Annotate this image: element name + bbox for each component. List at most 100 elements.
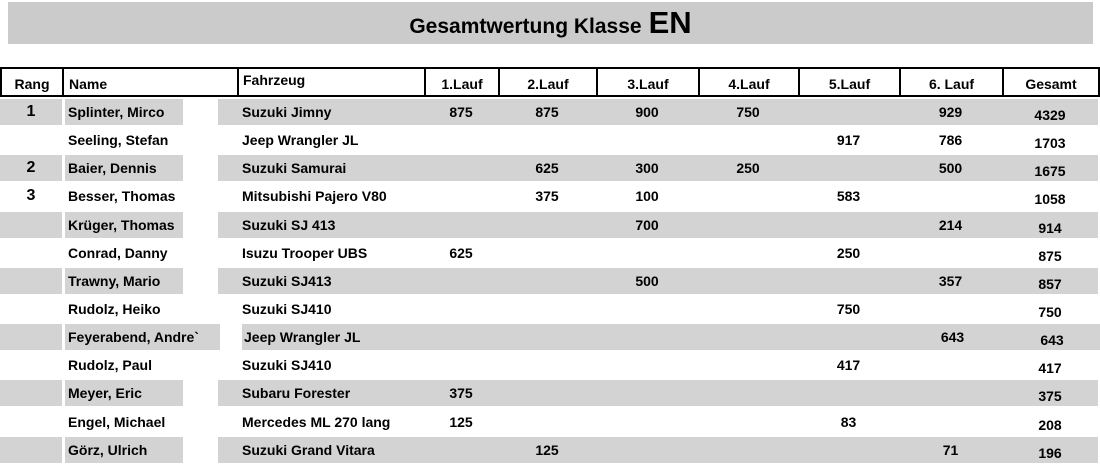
run2-cell xyxy=(500,324,598,350)
name-cell: Baier, Dennis xyxy=(65,155,183,182)
run4-cell xyxy=(698,296,798,322)
run3-cell xyxy=(596,409,698,435)
table-row: 3 Besser, Thomas Mitsubishi Pajero V80 3… xyxy=(0,183,1100,209)
name-cell: Görz, Ulrich xyxy=(65,436,183,463)
table-row: Engel, Michael Mercedes ML 270 lang 125 … xyxy=(0,409,1100,435)
table-row: Rudolz, Heiko Suzuki SJ410 750 750 xyxy=(0,296,1100,322)
vehicle-cell: Isuzu Trooper UBS xyxy=(242,244,368,261)
rank-cell xyxy=(0,240,62,266)
name-cell: Meyer, Eric xyxy=(65,380,183,407)
run4-cell: 750 xyxy=(736,104,760,120)
page-title-class: EN xyxy=(648,5,692,40)
rank-cell xyxy=(0,352,62,378)
run2-cell xyxy=(498,268,596,294)
total-cell: 375 xyxy=(1038,388,1062,405)
run6-cell xyxy=(899,240,1002,266)
run4-cell xyxy=(698,212,798,238)
run1-cell xyxy=(424,212,498,238)
table-row: Feyerabend, Andre` Jeep Wrangler JL 643 … xyxy=(0,324,1100,351)
run5-cell xyxy=(798,268,899,294)
run6-cell: 214 xyxy=(938,216,963,233)
run1-cell: 875 xyxy=(449,104,473,120)
column-header-fahrzeug: Fahrzeug xyxy=(237,67,426,97)
column-gap xyxy=(183,409,218,435)
rank-cell xyxy=(0,380,62,407)
table-row: Conrad, Danny Isuzu Trooper UBS 625 250 … xyxy=(0,240,1100,266)
run2-cell xyxy=(498,212,596,238)
run3-cell xyxy=(596,240,698,266)
run5-cell xyxy=(798,155,899,181)
run6-cell: 71 xyxy=(942,441,959,458)
run3-cell: 900 xyxy=(635,104,659,120)
run6-cell: 929 xyxy=(938,104,963,120)
table-row: Görz, Ulrich Suzuki Grand Vitara 125 71 … xyxy=(0,436,1100,463)
total-cell: 1058 xyxy=(1034,191,1066,208)
run5-cell xyxy=(798,99,899,125)
run6-cell xyxy=(899,352,1002,378)
run5-cell xyxy=(798,437,899,463)
rank-cell xyxy=(0,436,62,463)
column-gap xyxy=(183,99,218,125)
table-row: 1 Splinter, Mirco Suzuki Jimny 875 875 9… xyxy=(0,99,1100,125)
run5-cell: 417 xyxy=(836,357,861,374)
run6-cell: 643 xyxy=(940,329,965,346)
name-cell: Engel, Michael xyxy=(68,413,166,430)
name-cell: Krüger, Thomas xyxy=(65,211,183,238)
run6-cell: 500 xyxy=(938,160,963,177)
run5-cell xyxy=(798,380,899,406)
table-row: 2 Baier, Dennis Suzuki Samurai 625 300 2… xyxy=(0,155,1100,182)
name-cell: Rudolz, Heiko xyxy=(68,300,161,317)
run3-cell: 700 xyxy=(635,216,659,233)
run6-cell xyxy=(899,296,1002,322)
table-row: Seeling, Stefan Jeep Wrangler JL 917 786… xyxy=(0,127,1100,153)
run4-cell: 250 xyxy=(736,160,760,177)
total-cell: 4329 xyxy=(1034,107,1066,123)
title-bar: Gesamtwertung Klasse EN xyxy=(8,2,1093,44)
vehicle-cell: Suzuki SJ 413 xyxy=(242,216,336,233)
run6-cell: 786 xyxy=(938,132,963,149)
run2-cell: 625 xyxy=(535,160,559,177)
run4-cell xyxy=(698,437,798,463)
run3-cell: 100 xyxy=(635,188,659,205)
run4-cell xyxy=(698,268,798,294)
vehicle-cell: Suzuki Jimny xyxy=(242,104,332,120)
run2-cell xyxy=(498,296,596,322)
run1-cell xyxy=(424,352,498,378)
rank-cell xyxy=(0,267,62,294)
run3-cell xyxy=(596,127,698,153)
run3-cell xyxy=(596,352,698,378)
run2-cell xyxy=(498,240,596,266)
run3-cell xyxy=(596,296,698,322)
run6-cell: 357 xyxy=(938,272,963,289)
name-cell: Besser, Thomas xyxy=(68,188,176,205)
run1-cell: 375 xyxy=(449,385,473,402)
column-header-lauf1: 1.Lauf xyxy=(424,67,500,97)
run5-cell: 83 xyxy=(840,413,857,430)
run1-cell: 625 xyxy=(449,244,473,261)
run4-cell xyxy=(698,352,798,378)
total-cell: 196 xyxy=(1038,444,1062,461)
total-cell: 1675 xyxy=(1034,163,1066,180)
run3-cell: 500 xyxy=(635,272,659,289)
column-gap xyxy=(183,380,218,406)
run4-cell xyxy=(698,380,798,406)
rank-cell xyxy=(0,127,62,153)
run3-cell xyxy=(596,380,698,406)
run2-cell: 875 xyxy=(535,104,559,120)
column-gap xyxy=(183,352,218,378)
run6-cell xyxy=(899,409,1002,435)
column-header-lauf5: 5.Lauf xyxy=(798,67,901,97)
total-cell: 208 xyxy=(1038,416,1062,433)
run2-cell xyxy=(498,127,596,153)
vehicle-cell: Suzuki Grand Vitara xyxy=(242,441,375,458)
name-cell: Splinter, Mirco xyxy=(65,99,183,125)
vehicle-cell: Jeep Wrangler JL xyxy=(242,132,359,149)
rank-cell: 1 xyxy=(0,99,62,125)
rank-cell xyxy=(0,409,62,435)
run3-cell: 300 xyxy=(635,160,659,177)
column-header-lauf6: 6. Lauf xyxy=(899,67,1004,97)
run5-cell xyxy=(798,212,899,238)
run2-cell xyxy=(498,380,596,406)
table-row: Trawny, Mario Suzuki SJ413 500 357 857 xyxy=(0,267,1100,294)
